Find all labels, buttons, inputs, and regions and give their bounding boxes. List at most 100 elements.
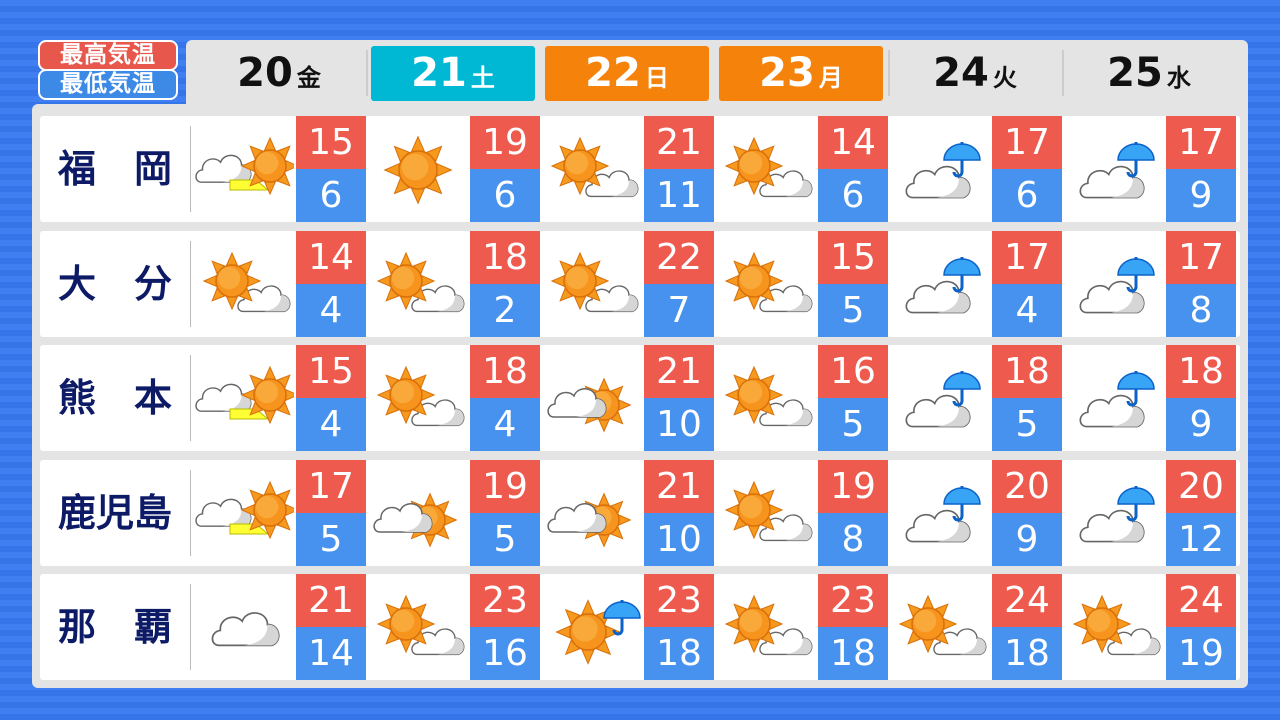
high-temp: 21 <box>296 574 366 627</box>
high-temp: 23 <box>644 574 714 627</box>
high-temp: 21 <box>644 459 714 513</box>
forecast-cell: 17 4 <box>888 230 1062 337</box>
high-temp: 23 <box>470 574 540 627</box>
cloud-rain-icon <box>1064 124 1164 214</box>
high-temp: 23 <box>818 574 888 627</box>
low-temp: 18 <box>644 627 714 680</box>
low-temp: 12 <box>1166 512 1236 566</box>
low-temp: 7 <box>644 283 714 337</box>
cloud-sun-icon <box>542 353 642 443</box>
forecast-cell: 20 9 <box>888 459 1062 566</box>
low-temp: 6 <box>992 169 1062 222</box>
day-number: 25 <box>1107 50 1163 96</box>
low-temp: 5 <box>470 512 540 566</box>
weekday: 水 <box>1166 64 1191 92</box>
city-name: 那 覇 <box>57 605 172 649</box>
low-temp: 10 <box>644 512 714 566</box>
high-temp: 18 <box>470 345 540 398</box>
day-number: 20 <box>237 50 293 96</box>
high-temp: 24 <box>1166 574 1236 627</box>
city-name: 福 岡 <box>57 147 172 191</box>
forecast-cell: 15 5 <box>714 230 888 337</box>
high-temp: 17 <box>992 230 1062 284</box>
high-temp: 21 <box>644 345 714 398</box>
high-temp: 15 <box>296 345 366 398</box>
high-temp: 16 <box>818 345 888 398</box>
cloud-rain-icon <box>890 468 990 558</box>
high-temp: 17 <box>1166 230 1236 284</box>
cloud-rain-icon <box>1064 353 1164 443</box>
forecast-cell: 19 6 <box>366 116 540 222</box>
sun-cloud-icon <box>716 582 816 672</box>
sun-cloud-icon <box>716 239 816 329</box>
forecast-cell: 15 6 <box>192 116 366 222</box>
high-temp: 19 <box>470 116 540 169</box>
sun-cloud-icon <box>542 124 642 214</box>
sun-cloud-icon <box>194 239 294 329</box>
forecast-cell: 17 9 <box>1062 116 1236 222</box>
sun-cloud-icon <box>890 582 990 672</box>
city-row: 鹿児島 17 5 19 5 21 10 19 8 20 9 20 12 <box>40 459 1240 566</box>
cloud-rain-icon <box>890 239 990 329</box>
sun-rain-icon <box>542 582 642 672</box>
forecast-cell: 16 5 <box>714 345 888 451</box>
low-temp-legend: 最低気温 <box>38 69 178 100</box>
forecast-cell: 19 5 <box>366 459 540 566</box>
low-temp: 10 <box>644 398 714 451</box>
forecast-cell: 19 8 <box>714 459 888 566</box>
sun-cloud-icon <box>716 124 816 214</box>
header-divider <box>366 50 368 96</box>
high-temp: 15 <box>818 230 888 284</box>
high-temp: 24 <box>992 574 1062 627</box>
low-temp: 9 <box>992 512 1062 566</box>
cloud-sun-icon <box>368 468 468 558</box>
weekday: 月 <box>818 64 843 92</box>
header-bar <box>186 40 1248 110</box>
forecast-cell: 21 11 <box>540 116 714 222</box>
day-number: 22 <box>585 50 641 96</box>
low-temp: 5 <box>818 283 888 337</box>
forecast-cell: 18 9 <box>1062 345 1236 451</box>
header-divider <box>1062 50 1064 96</box>
low-temp: 2 <box>470 283 540 337</box>
forecast-cell: 18 4 <box>366 345 540 451</box>
city-row: 大 分 14 4 18 2 22 7 15 5 17 4 17 8 <box>40 230 1240 337</box>
weekday: 土 <box>470 64 495 92</box>
cloud-then-sun-icon <box>194 124 300 214</box>
low-temp: 9 <box>1166 169 1236 222</box>
low-temp: 5 <box>818 398 888 451</box>
cloud-rain-icon <box>1064 468 1164 558</box>
low-temp: 16 <box>470 627 540 680</box>
day-header-22: 22 日 <box>545 46 709 101</box>
high-temp: 21 <box>644 116 714 169</box>
day-header-23: 23 月 <box>719 46 883 101</box>
high-temp: 18 <box>470 230 540 284</box>
forecast-cell: 14 4 <box>192 230 366 337</box>
forecast-cell: 23 16 <box>366 574 540 680</box>
city-divider <box>190 355 191 441</box>
forecast-cell: 18 5 <box>888 345 1062 451</box>
legend: 最高気温 最低気温 <box>38 40 178 100</box>
sun-cloud-icon <box>368 353 468 443</box>
forecast-cell: 20 12 <box>1062 459 1236 566</box>
city-divider <box>190 240 191 327</box>
city-row: 福 岡 15 6 19 6 21 11 14 6 17 6 17 9 <box>40 116 1240 222</box>
weekday: 金 <box>296 64 321 92</box>
low-temp: 6 <box>818 169 888 222</box>
sun-cloud-icon <box>368 239 468 329</box>
sun-cloud-icon <box>716 353 816 443</box>
low-temp: 18 <box>992 627 1062 680</box>
forecast-cell: 23 18 <box>540 574 714 680</box>
high-temp: 15 <box>296 116 366 169</box>
high-temp: 18 <box>992 345 1062 398</box>
day-header-25: 25 水 <box>1067 46 1231 101</box>
cloud-rain-icon <box>890 353 990 443</box>
low-temp: 4 <box>470 398 540 451</box>
low-temp: 5 <box>296 512 366 566</box>
day-number: 24 <box>933 50 989 96</box>
high-temp: 17 <box>1166 116 1236 169</box>
high-temp: 20 <box>992 459 1062 513</box>
day-header-24: 24 火 <box>893 46 1057 101</box>
sun-cloud-icon <box>368 582 468 672</box>
forecast-cell: 21 14 <box>192 574 366 680</box>
